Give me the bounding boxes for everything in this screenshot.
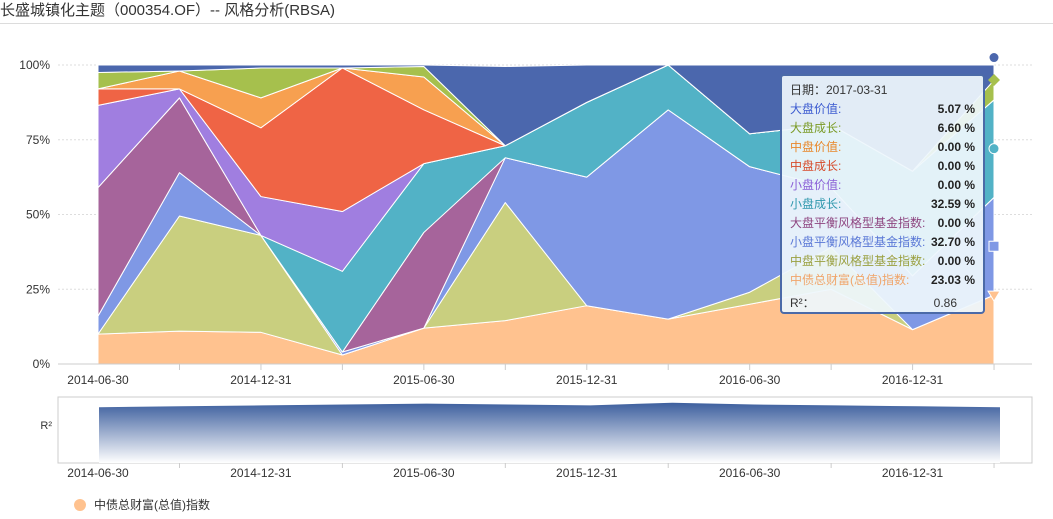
x-tick-label: 2015-06-30 (393, 373, 455, 387)
x-tick-label: 2016-06-30 (719, 373, 781, 387)
y-tick-label: 50% (26, 208, 50, 222)
r2-x-tick-label: 2015-06-30 (393, 466, 455, 480)
tooltip-row: 中盘价值: 0.00 % (790, 138, 975, 157)
tooltip-row-label: 大盘平衡风格型基金指数: (790, 216, 926, 230)
tooltip-r2-value: 0.86 (933, 296, 957, 310)
tooltip-row-value: 0.00 % (937, 178, 975, 192)
tooltip-row-label: 小盘成长: (790, 197, 842, 211)
tooltip-date: 日期：2017-03-31 (790, 83, 888, 97)
tooltip-row-label: 中盘价值: (790, 140, 842, 154)
tooltip-row-label: 小盘平衡风格型基金指数: (790, 235, 926, 249)
y-tick-label: 100% (19, 58, 50, 72)
r2-x-tick-label: 2015-12-31 (556, 466, 618, 480)
tooltip-row-value: 0.00 % (937, 254, 975, 268)
tooltip-row: 中盘成长: 0.00 % (790, 157, 975, 176)
tooltip-row-label: 中盘成长: (790, 159, 842, 173)
tooltip-r2-label: R²： (790, 296, 815, 310)
series-end-marker (988, 240, 1000, 252)
tooltip-row: 大盘价值: 5.07 % (790, 100, 975, 119)
y-tick-label: 75% (26, 133, 50, 147)
y-tick-label: 25% (26, 282, 50, 296)
y-tick-label: 0% (33, 357, 51, 371)
x-tick-label: 2015-12-31 (556, 373, 618, 387)
r2-x-tick-label: 2016-06-30 (719, 466, 781, 480)
series-end-marker (988, 52, 1000, 64)
legend-swatch (74, 498, 86, 511)
tooltip-row-label: 大盘成长: (790, 121, 842, 135)
tooltip-row-value: 0.00 % (937, 140, 975, 154)
tooltip-row: 小盘成长: 32.59 % (790, 195, 975, 214)
series-end-marker (987, 290, 1001, 303)
tooltip-panel: 日期：2017-03-31 大盘价值: 5.07 % 大盘成长: 6.60 % 中盘价值… (780, 74, 985, 314)
r2-area[interactable] (99, 402, 1000, 463)
tooltip-row-value: 0.00 % (937, 159, 975, 173)
tooltip-row-label: 大盘价值: (790, 102, 842, 116)
tooltip-row: 大盘成长: 6.60 % (790, 119, 975, 138)
tooltip-row-value: 23.03 % (930, 273, 975, 287)
tooltip-row-value: 6.60 % (937, 121, 975, 135)
page-title: 长盛城镇化主题（000354.OF）-- 风格分析(RBSA) (0, 0, 1053, 24)
series-end-marker (988, 143, 1000, 155)
tooltip-row: 中债总财富(总值)指数: 23.03 % (790, 271, 975, 290)
tooltip-row-label: 小盘价值: (790, 178, 842, 192)
series-end-marker (988, 73, 1000, 86)
x-tick-label: 2016-12-31 (882, 373, 944, 387)
tooltip-row-label: 中债总财富(总值)指数: (790, 273, 910, 287)
r2-axis-label: R² (40, 420, 52, 432)
legend[interactable]: 中债总财富(总值)指数 (74, 496, 210, 513)
r2-x-tick-label: 2014-06-30 (67, 466, 129, 480)
tooltip-row-value: 0.00 % (937, 216, 975, 230)
tooltip-row: 小盘价值: 0.00 % (790, 176, 975, 195)
r2-x-tick-label: 2014-12-31 (230, 466, 292, 480)
tooltip-row-label: 中盘平衡风格型基金指数: (790, 254, 926, 268)
tooltip-row-value: 32.70 % (930, 235, 975, 249)
r2-x-tick-label: 2016-12-31 (882, 466, 944, 480)
tooltip-row: 中盘平衡风格型基金指数: 0.00 % (790, 252, 975, 271)
tooltip-r2-row: R²： 0.86 (790, 292, 975, 314)
tooltip-row-value: 5.07 % (937, 102, 975, 116)
tooltip-row-value: 32.59 % (930, 197, 975, 211)
tooltip-row: 小盘平衡风格型基金指数: 32.70 % (790, 233, 975, 252)
legend-label: 中债总财富(总值)指数 (94, 498, 210, 512)
x-tick-label: 2014-06-30 (67, 373, 129, 387)
x-tick-label: 2014-12-31 (230, 373, 292, 387)
tooltip-row: 大盘平衡风格型基金指数: 0.00 % (790, 214, 975, 233)
